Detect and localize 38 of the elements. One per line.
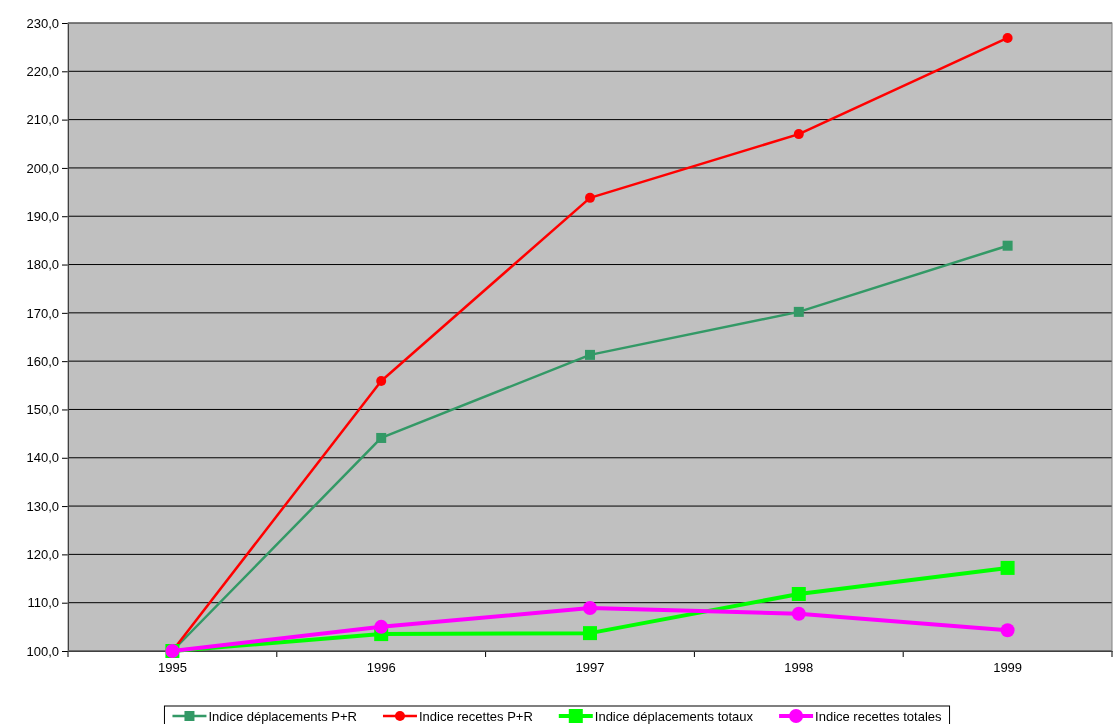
- y-tick-label: 140,0: [26, 450, 59, 466]
- x-tick-label: 1996: [366, 660, 396, 676]
- point: [791, 606, 806, 621]
- y-tick-label: 170,0: [26, 305, 59, 321]
- point: [1002, 32, 1013, 43]
- point: [793, 129, 804, 140]
- legend-label: Indice recettes totales: [815, 709, 943, 724]
- y-tick-label: 120,0: [26, 547, 59, 563]
- point: [583, 626, 597, 641]
- legend-label: Indice recettes P+R: [418, 709, 533, 724]
- y-tick-label: 190,0: [26, 208, 59, 224]
- point: [793, 306, 804, 317]
- y-tick-label: 180,0: [26, 257, 59, 273]
- legend-label: Indice déplacements P+R: [208, 709, 357, 724]
- y-tick-label: 160,0: [26, 353, 59, 369]
- y-tick-label: 210,0: [26, 112, 59, 128]
- point: [585, 192, 595, 203]
- point: [791, 587, 806, 601]
- legend-label: Indice déplacements totaux: [594, 709, 754, 724]
- y-tick-label: 110,0: [27, 595, 59, 611]
- point: [1000, 623, 1015, 638]
- point: [376, 375, 387, 386]
- x-tick-label: 1999: [993, 660, 1023, 676]
- y-tick-label: 100,0: [26, 643, 59, 659]
- y-tick-label: 150,0: [26, 402, 59, 418]
- x-tick-label: 1995: [157, 660, 187, 676]
- y-tick-label: 200,0: [26, 160, 59, 176]
- point: [585, 349, 595, 360]
- point: [1002, 240, 1013, 251]
- y-tick-label: 130,0: [26, 498, 59, 514]
- x-tick-label: 1997: [575, 660, 605, 676]
- y-tick-label: 230,0: [26, 15, 59, 31]
- y-tick-label: 220,0: [26, 63, 59, 79]
- point: [583, 601, 597, 616]
- point: [376, 432, 387, 443]
- point: [1000, 560, 1015, 575]
- x-tick-label: 1998: [784, 660, 814, 676]
- point: [374, 619, 389, 634]
